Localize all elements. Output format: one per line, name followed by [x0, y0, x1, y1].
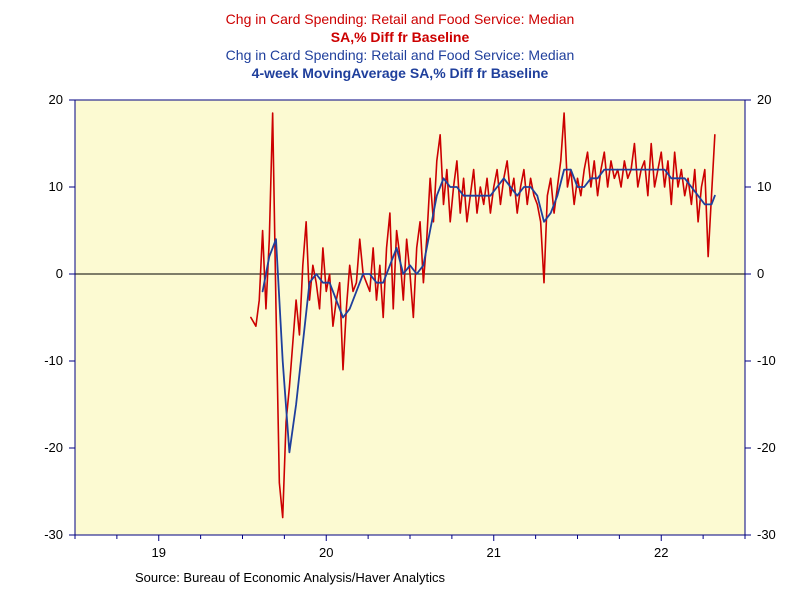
y-axis-label-left: 20 [49, 92, 63, 107]
y-axis-label-left: -20 [44, 440, 63, 455]
chart-svg: -30 -30 -20 -20 -10 -10 0 0 10 10 20 20 19 20 21 22 Chg … [0, 0, 800, 600]
y-axis-label-left: 0 [56, 266, 63, 281]
y-axis-label-right: 0 [757, 266, 764, 281]
chart-container: -30 -30 -20 -20 -10 -10 0 0 10 10 20 20 19 20 21 22 Chg … [0, 0, 800, 600]
y-axis-label-left: 10 [49, 179, 63, 194]
y-axis-label-left: -10 [44, 353, 63, 368]
x-axis-label: 19 [152, 545, 166, 560]
y-axis-label-right: 10 [757, 179, 771, 194]
y-axis-label-right: -20 [757, 440, 776, 455]
y-axis-label-left: -30 [44, 527, 63, 542]
y-axis-label-right: -10 [757, 353, 776, 368]
chart-title-line: 4-week MovingAverage SA,% Diff fr Baseli… [252, 65, 549, 81]
source-text: Source: Bureau of Economic Analysis/Have… [135, 570, 445, 585]
chart-title-line: SA,% Diff fr Baseline [331, 29, 470, 45]
x-axis-label: 22 [654, 545, 668, 560]
x-axis-label: 20 [319, 545, 333, 560]
chart-title-line: Chg in Card Spending: Retail and Food Se… [226, 11, 575, 27]
chart-title-line: Chg in Card Spending: Retail and Food Se… [226, 47, 575, 63]
x-axis-label: 21 [487, 545, 501, 560]
y-axis-label-right: -30 [757, 527, 776, 542]
y-axis-label-right: 20 [757, 92, 771, 107]
